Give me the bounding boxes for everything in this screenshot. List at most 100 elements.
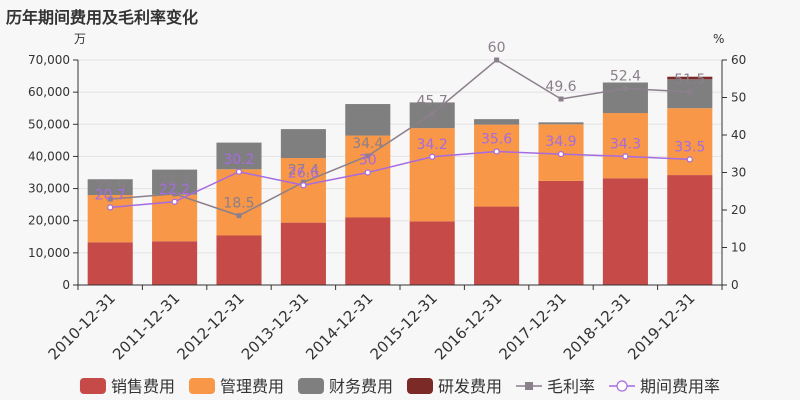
bar-管理费用-5 [409,128,455,222]
bar-财务费用-4 [345,104,391,136]
x-tick-label: 2015-12-31 [367,289,441,363]
data-label-期间费用率-0: 20.7 [95,187,126,203]
data-label-毛利率-9: 51.5 [674,72,705,88]
line-毛利率 [110,59,690,217]
data-label-期间费用率-1: 22.2 [159,182,190,198]
data-label-期间费用率-7: 34.9 [545,134,576,150]
y-left-tick-label: 20,000 [28,214,70,228]
data-label-毛利率-4: 34.4 [352,136,383,152]
bar-销售费用-3 [280,222,326,285]
y-left-tick-label: 60,000 [28,85,70,99]
bar-销售费用-0 [87,242,133,285]
legend-marker [616,380,628,392]
marker-毛利率-8 [622,86,628,91]
bar-销售费用-5 [409,221,455,285]
x-tick-label: 2014-12-31 [302,289,376,363]
legend: 销售费用 管理费用 财务费用 研发费用 毛利率 期间费用率 [79,377,720,396]
legend-label: 研发费用 [438,377,502,396]
data-label-毛利率-7: 49.6 [545,79,576,95]
data-labels-group: 22.9 24.3 18.5 27.4 34.4 45.7 60 49.6 52.4 51.5 20… [95,40,706,212]
x-tick-label: 2013-12-31 [238,289,312,363]
marker-期间费用率-9 [686,156,693,163]
legend-label: 销售费用 [111,377,175,396]
legend-item-研发费用: 研发费用 [407,377,502,396]
legend-label: 期间费用率 [640,377,720,396]
marker-期间费用率-5 [429,153,436,160]
marker-毛利率-6 [494,57,500,63]
bar-财务费用-0 [87,179,133,195]
y-left-tick-label: 30,000 [28,182,70,196]
data-label-毛利率-1: 24.3 [159,174,190,190]
x-tick-label: 2016-12-31 [431,289,505,363]
legend-swatch [407,378,433,394]
legend-item-销售费用: 销售费用 [79,377,175,396]
data-label-毛利率-2: 18.5 [223,196,254,212]
y-left-tick-label: 40,000 [28,149,70,163]
legend-item-期间费用率: 期间费用率 [609,377,720,396]
data-label-期间费用率-4: 30 [359,153,377,169]
legend-swatch [79,378,106,394]
y-right-tick-label: 30 [731,166,746,180]
marker-毛利率-9 [687,89,693,95]
lines-group [107,57,693,219]
data-label-毛利率-0: 22.9 [95,179,126,195]
x-tick-label: 2017-12-31 [495,289,569,363]
bar-财务费用-2 [216,142,262,170]
marker-毛利率-5 [429,111,435,117]
marker-毛利率-1 [172,191,178,197]
y-left-tick-label: 70,000 [28,53,70,67]
legend-item-财务费用: 财务费用 [297,377,393,396]
data-label-期间费用率-2: 30.2 [223,152,254,168]
marker-期间费用率-2 [235,168,243,175]
x-tick-label: 2018-12-31 [560,289,634,363]
x-tick-label: 2019-12-31 [624,289,698,363]
marker-毛利率-4 [365,153,371,159]
bar-销售费用-2 [216,235,262,285]
x-tick-label: 2010-12-31 [45,289,119,363]
y-right-tick-label: 0 [731,278,739,292]
y-left-tick-label: 50,000 [28,117,70,131]
bar-财务费用-3 [280,129,326,159]
chart-title: 历年期间费用及毛利率变化 [6,8,199,27]
data-label-期间费用率-3: 26.6 [288,165,319,181]
bar-销售费用-7 [538,180,584,285]
y-right-tick-label: 10 [731,241,746,255]
legend-swatch [297,378,324,394]
data-label-毛利率-3: 27.4 [288,162,319,178]
bar-销售费用-4 [345,217,391,285]
legend-label: 管理费用 [220,377,284,396]
x-tick-label: 2012-12-31 [173,289,247,363]
bar-管理费用-4 [345,135,391,218]
bar-销售费用-8 [602,178,648,285]
data-label-毛利率-5: 45.7 [417,94,448,110]
bar-销售费用-1 [152,241,198,285]
marker-期间费用率-1 [171,198,178,205]
bar-销售费用-6 [474,206,520,285]
y-left-tick-label: 10,000 [28,246,70,260]
bar-管理费用-8 [602,113,648,179]
line-期间费用率 [110,150,690,209]
y-right-unit: % [713,32,724,46]
marker-期间费用率-4 [364,169,371,176]
data-label-毛利率-8: 52.4 [610,69,641,85]
marker-期间费用率-8 [622,153,629,160]
data-label-期间费用率-6: 35.6 [481,132,512,148]
marker-期间费用率-3 [300,182,307,189]
bar-管理费用-0 [87,195,133,243]
legend-item-管理费用: 管理费用 [188,377,284,396]
bars-group [87,76,713,285]
marker-期间费用率-7 [557,151,565,158]
marker-毛利率-7 [558,96,564,102]
legend-label: 财务费用 [329,377,393,396]
marker-毛利率-0 [107,196,113,202]
legend-marker [525,382,534,390]
bar-财务费用-7 [538,122,584,125]
y-left-tick-label: 0 [62,278,70,292]
marker-期间费用率-0 [107,204,114,211]
bar-管理费用-6 [474,124,520,207]
bar-管理费用-2 [216,169,262,236]
legend-item-毛利率: 毛利率 [516,377,595,396]
legend-label: 毛利率 [547,377,595,396]
bar-研发费用-9 [667,76,713,80]
bar-财务费用-6 [474,119,520,125]
